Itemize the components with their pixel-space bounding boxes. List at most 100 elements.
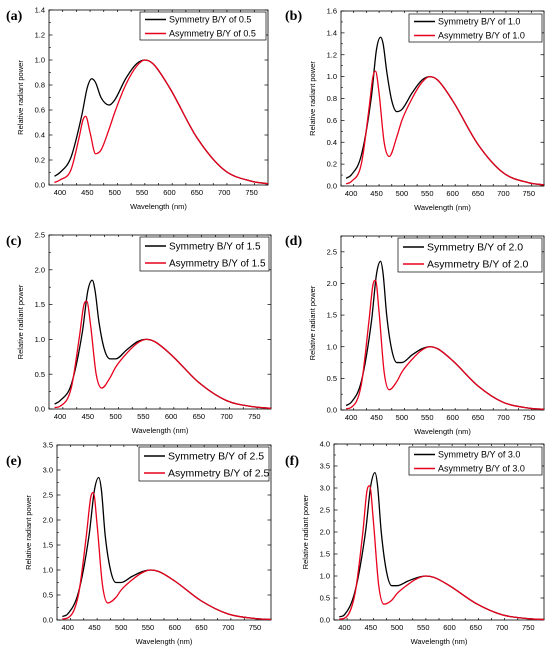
legend-entry: Asymmetry B/Y of 2.0 <box>427 259 528 271</box>
x-tick-label: 650 <box>193 412 206 421</box>
y-tick-label: 0.0 <box>327 406 337 415</box>
x-tick-label: 400 <box>345 189 358 198</box>
legend-entry: Asymmetry B/Y of 0.5 <box>169 29 256 39</box>
x-tick-label: 550 <box>142 623 155 632</box>
legend-entry: Symmetry B/Y of 3.0 <box>438 450 520 460</box>
x-tick-label: 650 <box>191 188 204 197</box>
y-tick-label: 0.5 <box>43 591 53 600</box>
y-axis-label: Relative radiant power <box>308 61 317 136</box>
x-axis-label: Wavelength (nm) <box>136 637 193 646</box>
y-tick-label: 1.5 <box>320 550 330 559</box>
x-tick-label: 550 <box>417 623 430 632</box>
y-axis-label: Relative radiant power <box>301 494 310 569</box>
chart-panel: (b) 400 450 500 550 600 650 700 750 0.0 0.2 0.4 0.6 0… <box>285 7 545 212</box>
panel-letter: (e) <box>6 454 22 469</box>
symmetry-series-line <box>345 260 545 411</box>
legend-entry: Symmetry B/Y of 0.5 <box>169 15 251 25</box>
y-tick-label: 0.5 <box>327 374 337 383</box>
y-tick-label: 2.0 <box>327 279 337 288</box>
legend-entry: Symmetry B/Y of 2.0 <box>427 242 523 254</box>
y-tick-label: 0.6 <box>35 106 45 115</box>
symmetry-series-line <box>54 59 269 185</box>
chart-panel: (a) 400 450 500 550 600 650 700 750 0.0 0.2 0.4 0.6 0… <box>6 6 269 211</box>
x-tick-label: 500 <box>108 188 121 197</box>
legend-box <box>139 236 270 272</box>
y-tick-label: 2.5 <box>327 247 337 256</box>
y-tick-label: 2.5 <box>35 231 45 240</box>
x-tick-label: 550 <box>421 413 434 422</box>
x-tick-label: 700 <box>222 623 235 632</box>
y-tick-label: 1.0 <box>35 56 45 65</box>
x-axis-label: Wavelength (nm) <box>414 427 471 436</box>
legend-entry: Symmetry B/Y of 2.5 <box>168 451 264 463</box>
y-tick-label: 0.0 <box>35 181 45 190</box>
y-tick-label: 0.0 <box>43 616 53 625</box>
y-tick-label: 3.0 <box>320 484 330 493</box>
x-tick-label: 600 <box>446 189 459 198</box>
x-tick-label: 450 <box>364 623 377 632</box>
x-tick-label: 400 <box>61 623 74 632</box>
legend-entry: Symmetry B/Y of 1.0 <box>438 17 520 27</box>
y-tick-label: 1.2 <box>35 31 45 40</box>
chart-panel: (e) 400 450 500 550 600 650 700 750 0.0 0.5 1.0 1.5 2… <box>6 441 272 646</box>
x-tick-label: 400 <box>345 413 358 422</box>
x-tick-label: 600 <box>163 188 176 197</box>
x-tick-label: 550 <box>137 412 150 421</box>
y-tick-label: 3.5 <box>320 462 330 471</box>
y-tick-label: 0.5 <box>35 370 45 379</box>
y-axis-label: Relative radiant power <box>308 285 317 360</box>
symmetry-series-line <box>54 279 272 409</box>
y-tick-label: 0.0 <box>327 182 337 191</box>
y-tick-label: 1.4 <box>35 6 45 15</box>
asymmetry-series-line <box>54 59 269 185</box>
legend-box <box>138 446 270 482</box>
x-tick-label: 500 <box>391 623 404 632</box>
y-tick-label: 0.4 <box>35 131 45 140</box>
x-tick-label: 700 <box>218 188 231 197</box>
y-axis-label: Relative radiant power <box>16 284 25 359</box>
panel-letter: (b) <box>285 9 302 24</box>
y-tick-label: 1.5 <box>35 300 45 309</box>
y-tick-label: 2.0 <box>320 528 330 537</box>
x-tick-label: 750 <box>248 412 261 421</box>
x-tick-label: 500 <box>396 189 409 198</box>
legend-entry: Asymmetry B/Y of 2.5 <box>168 468 269 480</box>
x-tick-label: 650 <box>472 413 485 422</box>
y-tick-label: 0.0 <box>35 405 45 414</box>
x-tick-label: 600 <box>165 412 178 421</box>
symmetry-series-line <box>339 471 545 621</box>
x-tick-label: 600 <box>443 623 456 632</box>
x-tick-label: 700 <box>497 189 510 198</box>
panel-letter: (d) <box>285 234 302 249</box>
x-axis-label: Wavelength (nm) <box>414 203 471 212</box>
y-tick-label: 2.5 <box>320 506 330 515</box>
x-tick-label: 600 <box>168 623 181 632</box>
panel-letter: (f) <box>285 454 299 469</box>
legend-entry: Asymmetry B/Y of 1.0 <box>438 31 525 41</box>
x-tick-label: 450 <box>370 189 383 198</box>
x-tick-label: 750 <box>249 623 262 632</box>
x-tick-label: 400 <box>54 188 67 197</box>
chart-panel: (f) 400 450 500 550 600 650 700 750 0.0 0.5 1.0 1.5 2… <box>285 440 545 646</box>
x-tick-label: 650 <box>472 189 485 198</box>
x-tick-label: 500 <box>109 412 122 421</box>
y-tick-label: 1.5 <box>327 311 337 320</box>
legend-box <box>408 13 543 43</box>
x-tick-label: 550 <box>136 188 149 197</box>
y-tick-label: 0.2 <box>35 156 45 165</box>
panel-letter: (c) <box>6 234 22 249</box>
x-tick-label: 400 <box>338 623 351 632</box>
y-tick-label: 0.8 <box>327 94 337 103</box>
legend-box <box>408 446 543 476</box>
asymmetry-series-line <box>345 279 545 411</box>
y-tick-label: 3.0 <box>43 466 53 475</box>
chart-panel: (c) 400 450 500 550 600 650 700 750 0.0 0.5 1.0 1.5 2… <box>6 231 272 435</box>
y-tick-label: 2.5 <box>43 491 53 500</box>
y-tick-label: 0.5 <box>320 594 330 603</box>
y-tick-label: 0.8 <box>35 81 45 90</box>
x-axis-label: Wavelength (nm) <box>130 202 187 211</box>
symmetry-series-line <box>62 476 272 621</box>
symmetry-series-line <box>345 36 545 186</box>
y-tick-label: 1.0 <box>327 342 337 351</box>
